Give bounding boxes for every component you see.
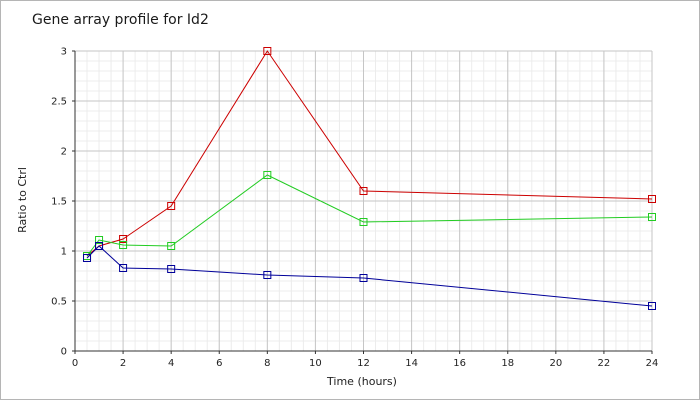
- chart-title: Gene array profile for Id2: [32, 12, 209, 28]
- x-tick-label: 10: [309, 358, 322, 369]
- x-tick-label: 20: [549, 358, 562, 369]
- series-layer: [83, 47, 656, 310]
- data-point-marker: [83, 254, 92, 262]
- data-point-marker: [167, 242, 176, 250]
- data-point-marker: [167, 202, 176, 210]
- x-tick-label: 4: [168, 358, 174, 369]
- series-3: [83, 242, 656, 310]
- data-point-marker: [263, 171, 272, 179]
- y-tick-label: 2.5: [51, 97, 67, 108]
- y-tick-label: 0: [61, 347, 67, 358]
- data-point-marker: [95, 242, 104, 250]
- x-tick-label: 14: [405, 358, 418, 369]
- series-line: [86, 174, 653, 257]
- y-tick-label: 1.5: [51, 197, 67, 208]
- data-point-marker: [119, 241, 128, 249]
- data-point-marker: [359, 218, 368, 226]
- x-tick-label: 24: [646, 358, 659, 369]
- y-tick-label: 1: [61, 247, 67, 258]
- data-point-marker: [119, 264, 128, 272]
- x-tick-label: 16: [453, 358, 466, 369]
- x-tick-label: 0: [72, 358, 78, 369]
- data-point-marker: [359, 274, 368, 282]
- major-grid: [74, 50, 653, 352]
- x-axis-label: Time (hours): [326, 375, 397, 388]
- data-point-marker: [648, 195, 656, 203]
- data-point-marker: [167, 265, 176, 273]
- data-point-marker: [359, 187, 368, 195]
- y-tick-label: 3: [61, 47, 67, 58]
- x-tick-label: 18: [501, 358, 514, 369]
- data-point-marker: [119, 235, 128, 243]
- axes: [72, 50, 653, 354]
- x-tick-label: 8: [264, 358, 270, 369]
- y-tick-label: 2: [61, 147, 67, 158]
- series-line: [86, 245, 653, 307]
- x-tick-label: 6: [216, 358, 222, 369]
- data-point-marker: [648, 213, 656, 221]
- x-tick-label: 22: [598, 358, 611, 369]
- series-2: [83, 171, 656, 260]
- series-1: [83, 47, 656, 260]
- y-axis-label: Ratio to Ctrl: [16, 167, 29, 233]
- data-point-marker: [95, 236, 104, 244]
- series-line: [86, 50, 653, 257]
- x-tick-label: 12: [357, 358, 370, 369]
- data-point-marker: [263, 47, 272, 55]
- data-point-marker: [648, 302, 656, 310]
- y-tick-label: 0.5: [51, 297, 67, 308]
- data-point-marker: [263, 271, 272, 279]
- x-tick-label: 2: [120, 358, 126, 369]
